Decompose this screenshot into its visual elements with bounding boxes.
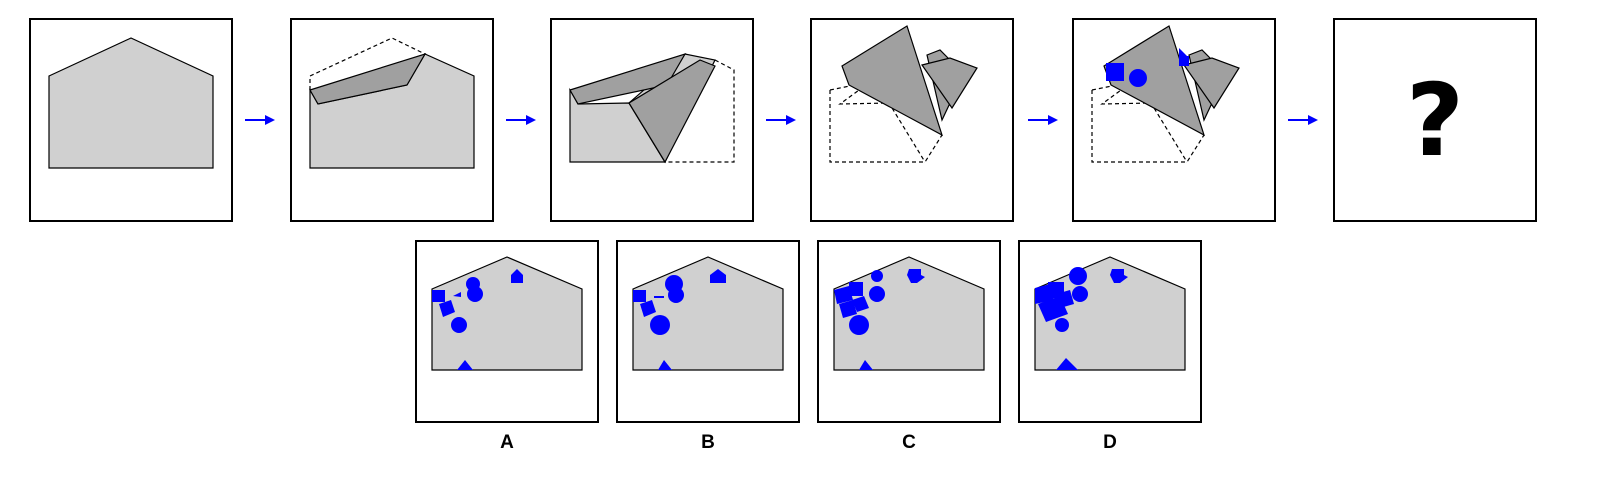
step-5-panel xyxy=(1072,18,1276,222)
arrow-3 xyxy=(766,115,796,125)
step-1-figure xyxy=(48,37,214,169)
step-3-panel xyxy=(550,18,754,222)
step-4-panel xyxy=(810,18,1014,222)
step-2-figure xyxy=(309,37,475,169)
circle-hole xyxy=(1129,69,1147,87)
small-square-hole xyxy=(1179,56,1189,66)
option-d-label: D xyxy=(1103,432,1117,453)
option-c-label: C xyxy=(902,432,916,453)
option-a-figure xyxy=(431,256,583,371)
option-b-panel[interactable] xyxy=(616,240,800,423)
option-a-panel[interactable] xyxy=(415,240,599,423)
option-c-figure xyxy=(833,256,985,371)
option-a-label: A xyxy=(500,432,514,453)
option-d-panel[interactable] xyxy=(1018,240,1202,423)
square-hole xyxy=(1106,63,1124,81)
arrow-1 xyxy=(245,115,275,125)
option-c-panel[interactable] xyxy=(817,240,1001,423)
arrow-4 xyxy=(1028,115,1058,125)
step-2-panel xyxy=(290,18,494,222)
step-3-figure xyxy=(569,52,735,164)
option-b-figure xyxy=(632,256,784,371)
step-4-figure xyxy=(829,25,978,163)
arrow-2 xyxy=(506,115,536,125)
step-5-figure xyxy=(1091,25,1240,163)
step-1-panel xyxy=(29,18,233,222)
question-panel: ? xyxy=(1333,18,1537,222)
option-d-figure xyxy=(1034,256,1186,371)
question-mark: ? xyxy=(1405,61,1464,179)
arrow-5 xyxy=(1288,115,1318,125)
option-b-label: B xyxy=(701,432,715,453)
